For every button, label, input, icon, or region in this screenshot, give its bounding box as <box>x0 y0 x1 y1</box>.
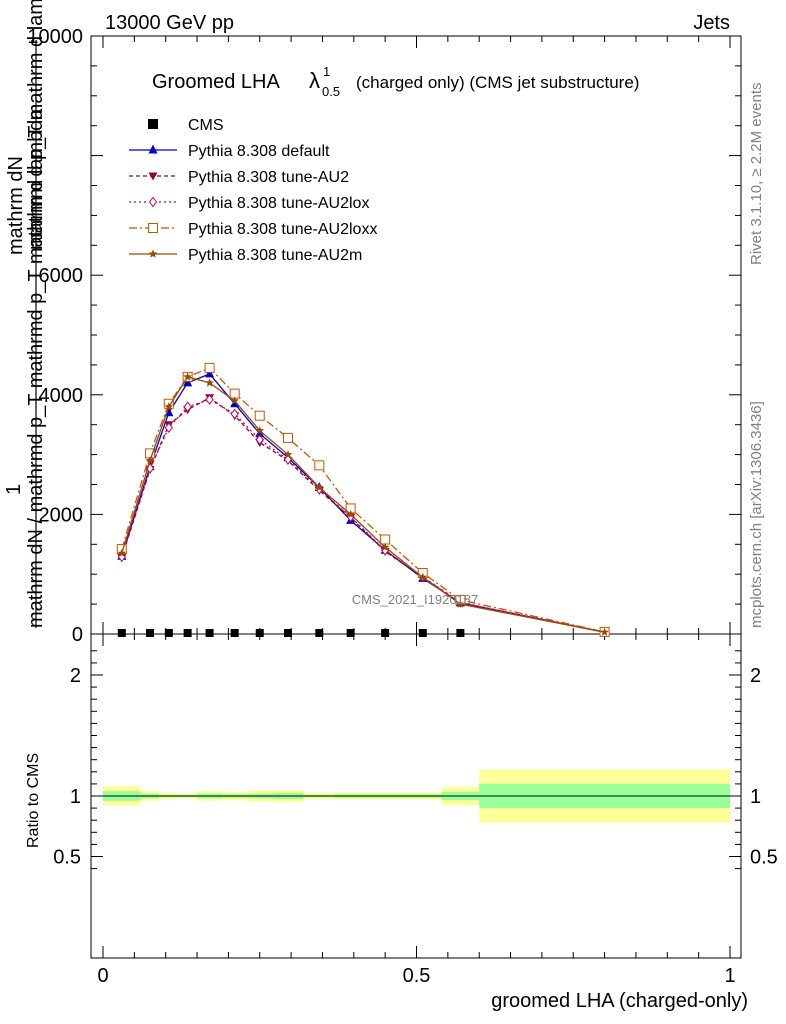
y-tick-label-main: 2000 <box>39 504 84 526</box>
marker-square <box>315 629 324 637</box>
marker-square <box>183 629 192 637</box>
y-tick-label-main: 10000 <box>27 26 83 48</box>
title-rest: (charged only) (CMS jet substructure) <box>356 73 639 92</box>
marker-square <box>456 629 465 637</box>
marker-star <box>230 396 239 405</box>
marker-star <box>380 542 390 551</box>
y-tick-label-main: 4000 <box>39 385 84 407</box>
legend-item: Pythia 8.308 tune-AU2m <box>129 247 362 264</box>
y-tick-label-main: 6000 <box>39 265 84 287</box>
marker-diamond <box>148 196 158 208</box>
marker-square <box>255 629 264 637</box>
marker-star <box>164 402 174 411</box>
marker-star <box>456 599 465 608</box>
watermark: CMS_2021_I1920187 <box>352 592 479 607</box>
ylabel-one: 1 <box>3 484 25 495</box>
header-energy: 13000 GeV pp <box>105 12 234 34</box>
marker-square-open <box>314 460 325 471</box>
marker-diamond <box>230 408 239 420</box>
legend-label: Pythia 8.308 tune-AU2m <box>188 247 362 264</box>
marker-square-open <box>282 432 293 443</box>
marker-square <box>117 629 126 637</box>
legend-label: Pythia 8.308 tune-AU2lox <box>188 195 369 212</box>
title-lambda-sup: 1 <box>323 64 330 79</box>
marker-star <box>346 509 355 518</box>
y-axis-label-ratio: Ratio to CMS <box>25 753 42 848</box>
series-layer <box>116 362 610 638</box>
marker-square <box>164 629 173 637</box>
marker-star <box>183 372 192 381</box>
legend: CMS Pythia 8.308 default Pythia 8.308 tune… <box>129 117 377 264</box>
marker-square <box>230 629 239 637</box>
marker-star <box>117 548 127 557</box>
y-tick-label-ratio-right: 1 <box>750 786 761 808</box>
marker-star <box>145 456 155 465</box>
marker-diamond <box>164 422 173 434</box>
x-tick-label: 1 <box>724 965 735 987</box>
legend-item: Pythia 8.308 tune-AU2lox <box>129 195 369 212</box>
y-tick-label-ratio: 0.5 <box>53 847 81 869</box>
series-5 <box>117 372 609 636</box>
marker-diamond <box>183 401 192 413</box>
marker-square-open <box>380 534 391 545</box>
legend-label: Pythia 8.308 default <box>188 143 330 160</box>
marker-triangle-down <box>148 172 158 181</box>
marker-square <box>418 629 427 637</box>
y-tick-label-ratio: 2 <box>70 665 81 687</box>
marker-square <box>283 629 292 637</box>
marker-square-open <box>148 223 158 233</box>
marker-star <box>315 483 324 492</box>
marker-star <box>283 450 293 459</box>
y-tick-label-ratio: 1 <box>70 786 81 808</box>
legend-item: Pythia 8.308 tune-AU2 <box>129 169 349 186</box>
series-0 <box>117 629 465 637</box>
ylabel-den-top: mathrm d p_T mathrm d lambda <box>25 0 47 250</box>
y-tick-label-ratio-right: 0.5 <box>750 847 778 869</box>
legend-item: Pythia 8.308 tune-AU2loxx <box>129 221 377 238</box>
marker-square <box>148 119 158 129</box>
marker-star <box>205 378 214 387</box>
series-line <box>121 367 605 633</box>
marker-square <box>205 629 214 637</box>
marker-triangle-up <box>148 144 158 154</box>
title-main: Groomed LHA <box>152 71 280 93</box>
x-axis-label: groomed LHA (charged-only) <box>491 990 748 1012</box>
legend-label: Pythia 8.308 tune-AU2 <box>188 169 349 186</box>
mcplots-label: mcplots.cern.ch [arXiv:1306.3436] <box>748 401 765 628</box>
axes: 0 0.5 1 0 2000 4000 6000 10000 0.5 0.5 1 1 2 2 <box>27 26 777 987</box>
marker-square-open <box>204 362 215 373</box>
marker-diamond <box>205 394 214 405</box>
y-tick-label-ratio-right: 2 <box>750 665 761 687</box>
marker-diamond <box>255 434 264 445</box>
legend-label: Pythia 8.308 tune-AU2loxx <box>188 221 377 238</box>
series-line <box>121 398 605 633</box>
marker-star <box>255 426 264 435</box>
marker-square <box>346 629 355 637</box>
plot-title: Groomed LHA λ 1 0.5 (charged only) (CMS … <box>152 64 639 99</box>
marker-square <box>381 629 390 637</box>
legend-item: CMS <box>148 117 224 134</box>
title-lambda-sub: 0.5 <box>322 84 340 99</box>
marker-square <box>146 629 155 637</box>
x-tick-label: 0.5 <box>403 965 431 987</box>
y-axis-label-main: mathrm dN 1 mathrm dN / mathrmd p_T math… <box>3 0 47 628</box>
legend-item: Pythia 8.308 default <box>129 143 330 160</box>
y-tick-label-main: 0 <box>72 624 83 646</box>
ylabel-den: mathrm dN / mathrmd p_T mathrmd p_T math… <box>25 108 47 628</box>
marker-star <box>418 572 427 581</box>
x-tick-label: 0 <box>97 965 108 987</box>
title-lambda: λ <box>309 68 320 93</box>
marker-square-open <box>254 410 265 421</box>
marker-star <box>148 249 158 258</box>
rivet-label: Rivet 3.1.10, ≥ 2.2M events <box>748 83 765 266</box>
legend-label: CMS <box>188 117 224 134</box>
ylabel-num: mathrm dN <box>5 156 27 255</box>
marker-star <box>600 627 609 636</box>
header-jets: Jets <box>693 12 730 34</box>
series-line <box>121 376 605 633</box>
